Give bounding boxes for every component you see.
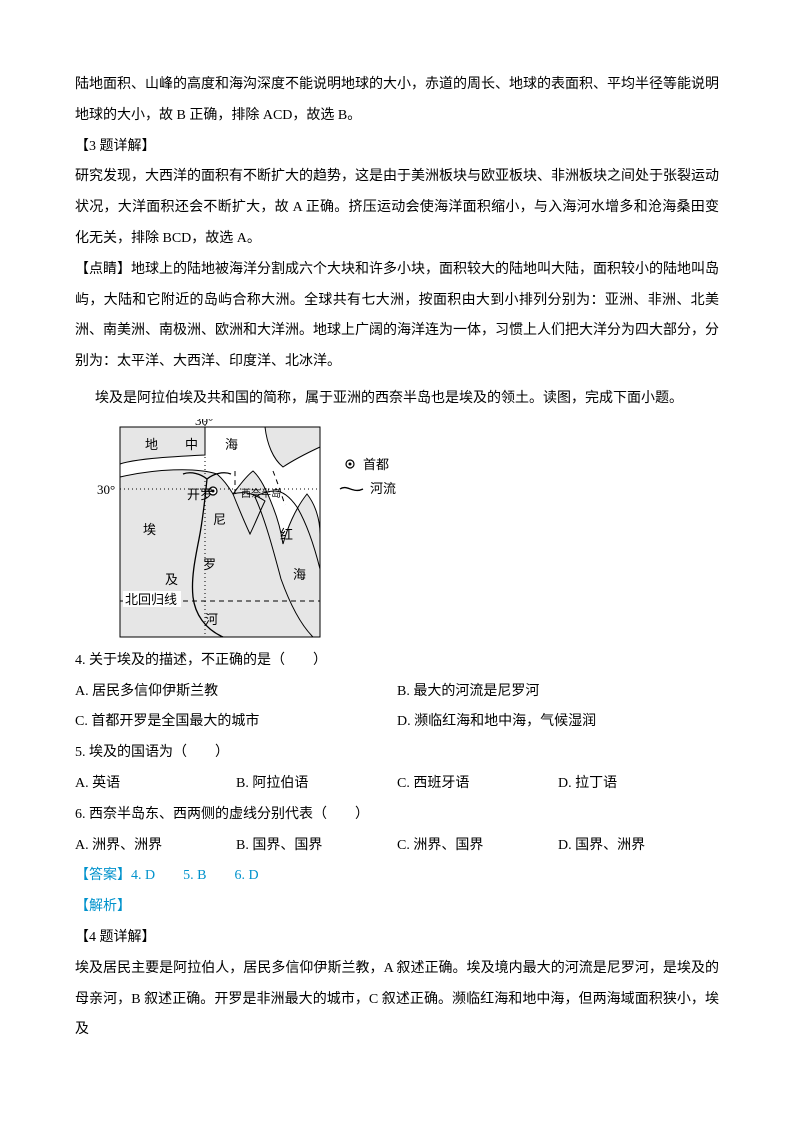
q4-row1: A. 居民多信仰伊斯兰教 B. 最大的河流是尼罗河 <box>75 677 719 708</box>
q6-stem: 6. 西奈半岛东、西两侧的虚线分别代表（ ） <box>75 800 719 831</box>
q6-opt-d: D. 国界、洲界 <box>558 831 719 862</box>
egypt-intro: 埃及是阿拉伯埃及共和国的简称，属于亚洲的西奈半岛也是埃及的领土。读图，完成下面小… <box>95 384 719 415</box>
q5-opt-b: B. 阿拉伯语 <box>236 769 397 800</box>
cairo-label: 开罗 <box>187 487 213 502</box>
med-2: 中 <box>185 437 198 452</box>
map-land-egypt <box>120 469 320 636</box>
q6-opt-c: C. 洲界、国界 <box>397 831 558 862</box>
nile-2: 罗 <box>203 557 216 572</box>
q6-opt-a: A. 洲界、洲界 <box>75 831 236 862</box>
page: 陆地面积、山峰的高度和海沟深度不能说明地球的大小，赤道的周长、地球的表面积、平均… <box>0 0 794 1086</box>
lon-label: 30° <box>195 419 213 428</box>
map-svg: 30° 30° 地 中 海 开罗 西奈半岛 埃 及 尼 罗 河 红 海 北回归线 <box>95 419 415 644</box>
tropic-label: 北回归线 <box>125 592 177 607</box>
egypt-1: 埃 <box>143 522 156 537</box>
med-3: 海 <box>225 437 238 452</box>
legend-capital-dot <box>349 462 352 465</box>
q5-opt-d: D. 拉丁语 <box>558 769 719 800</box>
map-land-ne <box>265 427 320 467</box>
q4-opt-c: C. 首都开罗是全国最大的城市 <box>75 707 397 738</box>
legend-river: 河流 <box>370 481 396 496</box>
lat-label: 30° <box>97 482 115 497</box>
legend-capital: 首都 <box>363 457 389 472</box>
q4-opt-a: A. 居民多信仰伊斯兰教 <box>75 677 397 708</box>
q5-opt-a: A. 英语 <box>75 769 236 800</box>
q6-row: A. 洲界、洲界 B. 国界、国界 C. 洲界、国界 D. 国界、洲界 <box>75 831 719 862</box>
sinai-label: 西奈半岛 <box>241 487 281 500</box>
analysis-heading: 【解析】 <box>75 892 719 923</box>
tip-heading: 【点睛】 <box>75 262 131 277</box>
para-earth-size: 陆地面积、山峰的高度和海沟深度不能说明地球的大小，赤道的周长、地球的表面积、平均… <box>75 70 719 132</box>
para-atlantic: 研究发现，大西洋的面积有不断扩大的趋势，这是由于美洲板块与欧亚板块、非洲板块之间… <box>75 162 719 254</box>
q4-explanation: 埃及居民主要是阿拉伯人，居民多信仰伊斯兰教，A 叙述正确。埃及境内最大的河流是尼… <box>75 954 719 1046</box>
q6-opt-b: B. 国界、国界 <box>236 831 397 862</box>
med-1: 地 <box>145 437 158 452</box>
legend-river-icon <box>340 487 363 490</box>
answers-line: 【答案】4. D 5. B 6. D <box>75 861 719 892</box>
q5-stem: 5. 埃及的国语为（ ） <box>75 738 719 769</box>
q4-heading: 【4 题详解】 <box>75 923 719 954</box>
egypt-2: 及 <box>165 572 178 587</box>
egypt-map: 30° 30° 地 中 海 开罗 西奈半岛 埃 及 尼 罗 河 红 海 北回归线 <box>75 419 719 644</box>
q5-opt-c: C. 西班牙语 <box>397 769 558 800</box>
q4-row2: C. 首都开罗是全国最大的城市 D. 濒临红海和地中海，气候湿润 <box>75 707 719 738</box>
nile-1: 尼 <box>213 512 226 527</box>
q4-opt-b: B. 最大的河流是尼罗河 <box>397 677 719 708</box>
q4-opt-d: D. 濒临红海和地中海，气候湿润 <box>397 707 719 738</box>
q4-stem: 4. 关于埃及的描述，不正确的是（ ） <box>75 646 719 677</box>
red-1: 红 <box>280 527 293 542</box>
q3-heading: 【3 题详解】 <box>75 132 719 163</box>
red-2: 海 <box>293 567 306 582</box>
tip-para: 【点睛】地球上的陆地被海洋分割成六个大块和许多小块，面积较大的陆地叫大陆，面积较… <box>75 255 719 378</box>
nile-3: 河 <box>205 612 218 627</box>
tip-body: 地球上的陆地被海洋分割成六个大块和许多小块，面积较大的陆地叫大陆，面积较小的陆地… <box>75 262 719 369</box>
q5-row: A. 英语 B. 阿拉伯语 C. 西班牙语 D. 拉丁语 <box>75 769 719 800</box>
